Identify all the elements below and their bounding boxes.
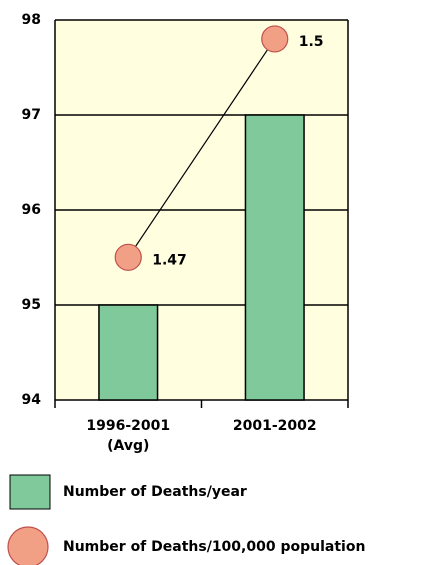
y-tick-label: 95 [22,297,41,313]
data-label: 1.47 [152,252,187,268]
line [127,38,276,258]
bar [98,304,159,401]
legend-label: Number of Deaths/100,000 population [63,539,365,555]
y-tick-label: 98 [22,12,41,28]
legend-swatch [7,526,49,565]
y-tick-label: 97 [22,107,41,123]
bar [244,114,305,401]
legend-label: Number of Deaths/year [63,484,247,500]
data-label: 1.5 [299,34,324,50]
y-tick-label: 94 [22,392,42,408]
x-tick-label: 1996-2001 (Avg) [86,418,171,454]
point [261,25,289,53]
point [114,243,142,271]
legend-swatch [9,474,51,510]
y-tick-label: 96 [22,202,41,218]
x-tick-label: 2001-2002 [232,418,317,434]
